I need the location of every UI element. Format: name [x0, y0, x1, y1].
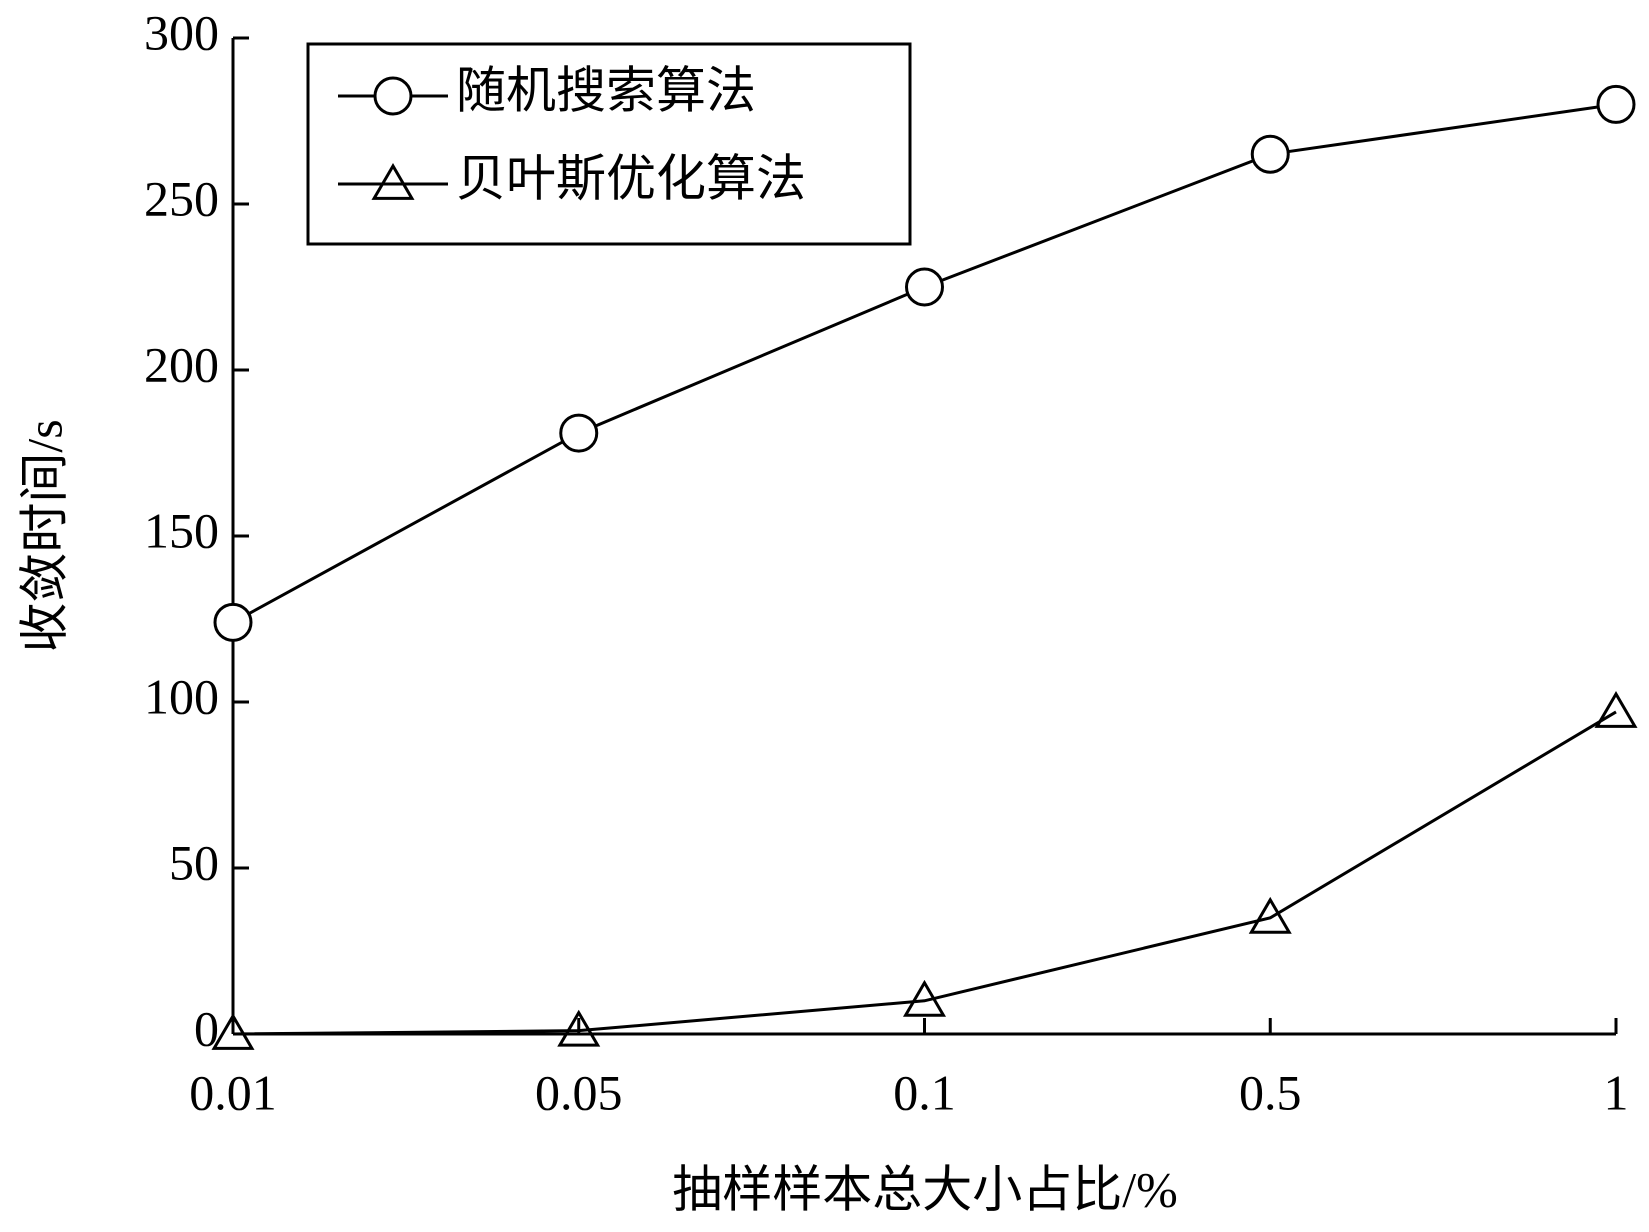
y-axis-label: 收敛时间/s — [16, 419, 72, 652]
legend-marker — [373, 76, 413, 116]
data-point — [1596, 84, 1636, 124]
series-line — [232, 710, 1617, 1036]
x-tick-label: 1 — [1604, 1064, 1629, 1120]
data-point — [213, 602, 253, 642]
data-point — [1248, 896, 1292, 934]
legend-label: 随机搜索算法 — [456, 62, 756, 118]
data-point — [902, 979, 947, 1017]
legend-marker — [371, 163, 415, 200]
data-point — [559, 413, 599, 453]
y-tick-label: 300 — [144, 4, 219, 60]
x-tick-label: 0.05 — [535, 1064, 623, 1120]
x-axis-label: 抽样样本总大小占比/% — [672, 1161, 1178, 1217]
x-tick-label: 0.5 — [1239, 1064, 1302, 1120]
y-tick-label: 50 — [169, 834, 219, 890]
data-point — [1250, 134, 1290, 174]
data-point — [211, 1013, 255, 1050]
data-point — [1594, 690, 1638, 728]
y-tick-label: 100 — [144, 668, 219, 724]
y-tick-label: 250 — [144, 170, 219, 226]
y-tick-label: 200 — [144, 336, 219, 392]
data-point — [905, 267, 944, 307]
legend-box — [306, 42, 912, 246]
x-tick-label: 0.1 — [893, 1064, 956, 1120]
y-tick-label: 150 — [144, 502, 219, 558]
x-tick-label: 0.01 — [189, 1064, 277, 1120]
legend-label: 贝叶斯优化算法 — [456, 150, 806, 206]
data-point — [557, 1009, 601, 1047]
